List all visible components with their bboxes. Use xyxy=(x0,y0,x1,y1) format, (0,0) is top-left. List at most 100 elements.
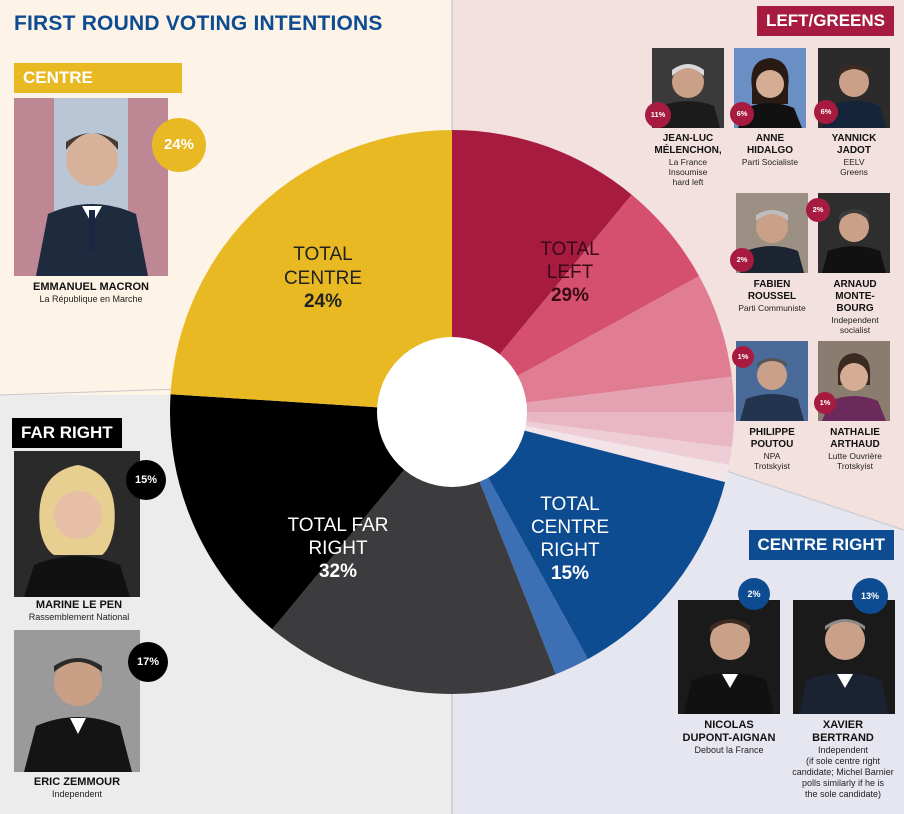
label-far-pct: 32% xyxy=(319,561,357,582)
caption-melenchon: JEAN-LUC MÉLENCHON, La France Insoumise … xyxy=(645,133,731,188)
caption-zemmour: ERIC ZEMMOUR Independent xyxy=(14,776,140,800)
portrait-jadot xyxy=(818,48,890,128)
label-left: TOTAL LEFT 29% xyxy=(540,239,599,306)
label-cright-line3: RIGHT xyxy=(540,540,600,561)
label-centre: TOTAL CENTRE 24% xyxy=(284,244,362,312)
caption-lepen: MARINE LE PEN Rassemblement National xyxy=(14,599,144,623)
caption-bertrand: XAVIER BERTRAND Independent (if sole cen… xyxy=(784,719,902,799)
badge-arthaud: 1% xyxy=(814,392,836,414)
badge-melenchon: 11% xyxy=(645,102,671,128)
label-far-right: TOTAL FAR RIGHT 32% xyxy=(287,515,388,582)
name1-poutou: PHILIPPE xyxy=(749,427,795,438)
name1-jadot: YANNICK xyxy=(831,133,877,144)
party3-melenchon: hard left xyxy=(672,177,704,188)
portrait-dupont-aignan xyxy=(678,600,780,714)
party2-jadot: Greens xyxy=(840,167,868,178)
party4-bertrand: polls similarly if he is xyxy=(801,777,885,788)
donut-slices xyxy=(170,130,734,694)
badge-jadot: 6% xyxy=(814,100,838,124)
group-header-centre: CENTRE xyxy=(14,63,182,93)
name2-hidalgo: HIDALGO xyxy=(746,145,794,156)
badge-zemmour: 17% xyxy=(128,642,168,682)
portrait-zemmour xyxy=(14,630,140,772)
label-left-line1: TOTAL xyxy=(540,239,599,260)
party1-hidalgo: Parti Socialiste xyxy=(741,157,799,167)
pie-slice-le-pen xyxy=(170,394,452,630)
party1-roussel: Parti Communiste xyxy=(738,303,806,313)
badge-roussel: 2% xyxy=(730,248,754,272)
name1-montebourg: ARNAUD xyxy=(833,279,877,290)
pie-slice-hidalgo xyxy=(452,194,700,412)
portrait-melenchon xyxy=(652,48,724,128)
name1-hidalgo: ANNE xyxy=(755,133,785,144)
party1-arthaud: Lutte Ouvrière xyxy=(828,451,882,461)
label-centre-line1: TOTAL xyxy=(293,244,352,265)
name2-arthaud: ARTHAUD xyxy=(830,439,880,450)
badge-montebourg: 2% xyxy=(806,198,830,222)
party1-montebourg: Independent xyxy=(831,315,879,325)
portrait-macron xyxy=(14,98,168,276)
label-far-line1: TOTAL FAR xyxy=(287,515,388,536)
party2-melenchon: Insoumise xyxy=(668,167,708,178)
name-lepen: MARINE LE PEN xyxy=(35,599,123,611)
name1-bertrand: XAVIER xyxy=(822,719,864,731)
caption-montebourg: ARNAUD MONTE- BOURG Independent socialis… xyxy=(810,279,900,335)
pie-slice-m-lenchon xyxy=(452,130,632,412)
party2-poutou: Trotskyist xyxy=(753,461,791,472)
chart-title: FIRST ROUND VOTING INTENTIONS xyxy=(14,12,383,35)
name2-jadot: JADOT xyxy=(837,145,871,156)
party1-bertrand: Independent xyxy=(817,745,869,756)
label-left-pct: 29% xyxy=(551,285,589,306)
group-header-left: LEFT/GREENS xyxy=(756,6,894,36)
name-zemmour: ERIC ZEMMOUR xyxy=(33,776,121,788)
party-macron: La République en Marche xyxy=(39,294,143,305)
caption-hidalgo: ANNE HIDALGO Parti Socialiste xyxy=(726,133,814,167)
portrait-montebourg xyxy=(818,193,890,273)
name2-bertrand: BERTRAND xyxy=(812,732,874,745)
group-header-far-right: FAR RIGHT xyxy=(12,418,122,448)
caption-jadot: YANNICK JADOT EELV Greens xyxy=(810,133,898,177)
caption-roussel: FABIEN ROUSSEL Parti Communiste xyxy=(726,279,818,313)
badge-bertrand: 13% xyxy=(852,578,888,614)
group-header-centre-right: CENTRE RIGHT xyxy=(748,530,894,560)
pie-slice-zemmour xyxy=(272,412,556,694)
label-cright-pct: 15% xyxy=(551,563,589,584)
name1-dupont-aignan: NICOLAS xyxy=(704,719,754,731)
party-lepen: Rassemblement National xyxy=(28,612,130,623)
party1-poutou: NPA xyxy=(763,451,781,461)
name2-melenchon: MÉLENCHON, xyxy=(654,145,722,156)
badge-macron: 24% xyxy=(152,118,206,172)
caption-macron: EMMANUEL MACRON La République en Marche xyxy=(14,281,168,305)
party1-jadot: EELV xyxy=(843,157,865,167)
badge-lepen: 15% xyxy=(126,460,166,500)
name-macron: EMMANUEL MACRON xyxy=(33,281,149,293)
name2-dupont-aignan: DUPONT-AIGNAN xyxy=(682,732,776,745)
party3-bertrand: candidate; Michel Barnier xyxy=(792,766,894,777)
badge-dupont-aignan: 2% xyxy=(738,578,770,610)
name2-roussel: ROUSSEL xyxy=(747,291,797,302)
name1-melenchon: JEAN-LUC xyxy=(662,133,714,144)
label-centre-right: TOTAL CENTRE RIGHT 15% xyxy=(531,494,609,584)
caption-arthaud: NATHALIE ARTHAUD Lutte Ouvrière Trotskyi… xyxy=(810,427,900,471)
pie-slice-jadot xyxy=(452,276,732,412)
party5-bertrand: the sole candidate) xyxy=(804,788,882,799)
name3-montebourg: BOURG xyxy=(836,303,874,314)
label-left-line2: LEFT xyxy=(547,262,594,283)
portrait-lepen xyxy=(14,451,140,597)
label-centre-pct: 24% xyxy=(304,291,342,312)
name1-roussel: FABIEN xyxy=(753,279,791,290)
caption-dupont-aignan: NICOLAS DUPONT-AIGNAN Debout la France xyxy=(668,719,790,756)
caption-poutou: PHILIPPE POUTOU NPA Trotskyist xyxy=(726,427,818,471)
donut-hole xyxy=(377,337,527,487)
badge-hidalgo: 6% xyxy=(730,102,754,126)
name2-poutou: POUTOU xyxy=(750,439,794,450)
label-cright-line2: CENTRE xyxy=(531,517,609,538)
portrait-poutou xyxy=(736,341,808,421)
party1-dupont-aignan: Debout la France xyxy=(694,745,764,756)
label-cright-line1: TOTAL xyxy=(540,494,599,515)
label-centre-line2: CENTRE xyxy=(284,268,362,289)
party2-arthaud: Trotskyist xyxy=(836,461,874,472)
party2-montebourg: socialist xyxy=(839,325,871,336)
pie-slice-bertrand xyxy=(452,412,726,660)
